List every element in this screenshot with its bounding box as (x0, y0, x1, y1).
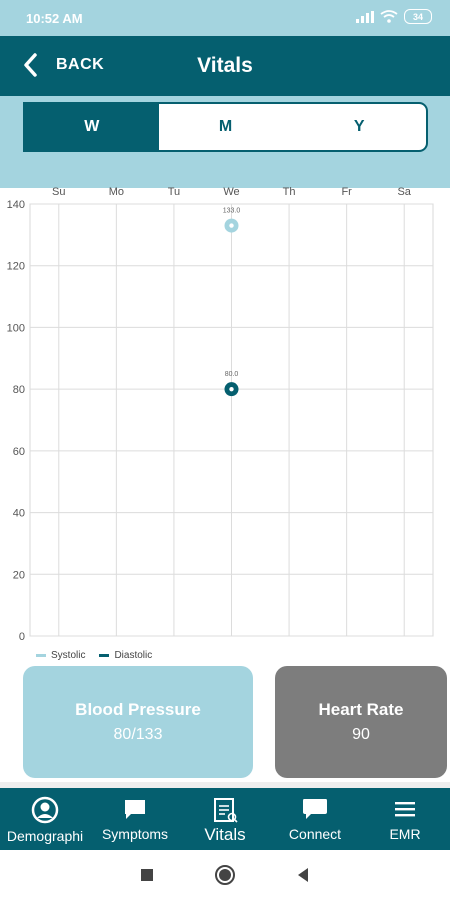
vitals-cards: Blood Pressure 80/133 Heart Rate 90 (0, 664, 450, 780)
y-tick-label: 120 (7, 261, 25, 273)
y-tick-label: 80 (13, 384, 25, 396)
heart-rate-card[interactable]: Heart Rate 90 (275, 666, 447, 778)
chevron-left-icon (24, 53, 37, 77)
blood-pressure-title: Blood Pressure (75, 700, 201, 719)
tab-week-label: W (84, 118, 100, 135)
nav-symptoms-label: Symptoms (101, 826, 169, 842)
square-icon (141, 869, 153, 881)
status-bar: 10:52 AM 34 (0, 0, 450, 36)
nav-connect-label: Connect (288, 826, 342, 842)
legend-label-systolic: Systolic (51, 650, 86, 661)
chat-bubble-icon (125, 800, 145, 819)
x-tick-label: We (223, 186, 239, 198)
message-icon (303, 799, 327, 819)
x-tick-label: Sa (397, 186, 411, 198)
legend-label-diastolic: Diastolic (114, 650, 153, 661)
x-tick-label: Su (52, 186, 65, 198)
vitals-chart-svg: 0 20 40 60 80 100 120 140 Su Mo Tu We Th Fr Sa 133.0 80.… (7, 186, 434, 643)
status-icons: 34 (356, 9, 432, 24)
menu-icon (395, 802, 415, 817)
nav-symptoms[interactable]: Symptoms (90, 788, 180, 850)
tab-year[interactable]: Y (292, 104, 426, 150)
period-selector-area: W M Y (0, 96, 450, 188)
nav-vitals[interactable]: Vitals (180, 788, 270, 850)
person-icon (31, 796, 59, 824)
nav-emr-label: EMR (389, 826, 421, 842)
heart-rate-title: Heart Rate (318, 700, 404, 719)
back-button[interactable]: BACK (22, 52, 104, 78)
tab-week[interactable]: W (25, 104, 159, 150)
blood-pressure-value: 80/133 (113, 726, 163, 743)
home-button[interactable] (214, 864, 236, 886)
nav-demographics[interactable]: Demographi (0, 788, 90, 850)
y-tick-label: 20 (13, 569, 25, 581)
battery-level: 34 (412, 11, 423, 22)
nav-connect[interactable]: Connect (270, 788, 360, 850)
wifi-icon (380, 10, 398, 23)
heart-rate-value: 90 (352, 726, 370, 743)
data-label-diastolic: 80.0 (225, 371, 239, 378)
data-label-systolic: 133.0 (223, 208, 241, 215)
nav-demographics-label: Demographi (6, 828, 84, 844)
data-point-center (229, 386, 234, 392)
legend-item-diastolic: Diastolic (99, 650, 152, 661)
y-tick-label: 0 (19, 631, 25, 643)
chart-legend: Systolic Diastolic (36, 650, 152, 661)
data-point-center (229, 223, 234, 228)
blood-pressure-card[interactable]: Blood Pressure 80/133 (23, 666, 253, 778)
clipboard-icon (214, 798, 238, 823)
x-tick-label: Fr (341, 186, 352, 198)
y-tick-label: 100 (7, 322, 25, 334)
triangle-back-icon (298, 868, 308, 882)
period-selector: W M Y (23, 102, 428, 152)
bottom-nav: Demographi Symptoms Vitals Connect EMR (0, 788, 450, 850)
signal-icon (356, 10, 374, 23)
legend-swatch-systolic (36, 654, 46, 657)
y-tick-label: 60 (13, 446, 25, 458)
x-tick-label: Tu (168, 186, 180, 198)
y-tick-label: 140 (7, 199, 25, 211)
y-tick-label: 40 (13, 508, 25, 520)
tab-month-label: M (218, 118, 233, 135)
vitals-chart: 0 20 40 60 80 100 120 140 Su Mo Tu We Th Fr Sa 133.0 80.… (0, 180, 450, 670)
tab-month[interactable]: M (159, 104, 293, 150)
tab-year-label: Y (353, 118, 365, 135)
back-label: BACK (56, 56, 105, 73)
recents-button[interactable] (140, 868, 154, 882)
app-header: BACK Vitals (0, 36, 450, 96)
system-nav-bar (0, 850, 450, 900)
back-nav-button[interactable] (296, 867, 310, 883)
legend-item-systolic: Systolic (36, 650, 85, 661)
battery-icon: 34 (404, 9, 432, 24)
legend-swatch-diastolic (99, 654, 110, 657)
circle-icon (215, 865, 235, 885)
nav-emr[interactable]: EMR (360, 788, 450, 850)
status-time: 10:52 AM (26, 11, 83, 26)
x-tick-label: Th (283, 186, 296, 198)
nav-vitals-label: Vitals (204, 825, 246, 844)
x-tick-label: Mo (109, 186, 124, 198)
divider (0, 782, 450, 790)
